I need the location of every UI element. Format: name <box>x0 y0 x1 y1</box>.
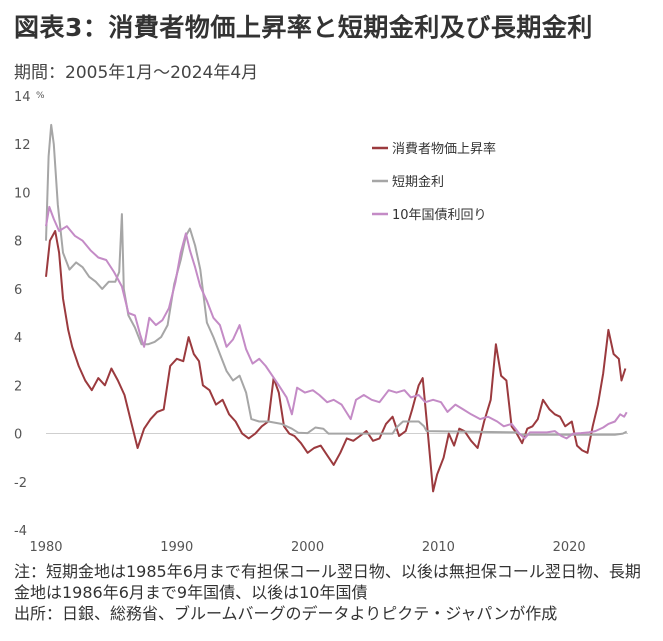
series-line <box>45 230 627 493</box>
x-tick-label: 2020 <box>553 540 586 555</box>
source-text: 出所：日銀、総務省、ブルームバーグのデータよりピクテ・ジャパンが作成 <box>14 604 558 623</box>
period-subtitle: 期間：2005年1月～2024年4月 <box>14 63 259 83</box>
y-tick-label: 0 <box>14 428 22 443</box>
legend-label: 消費者物価上昇率 <box>392 141 496 157</box>
series-lines <box>45 123 628 493</box>
y-axis-ticks: -4 -2 0 2 4 6 8 10 12 14% <box>14 90 45 539</box>
y-tick-label: 8 <box>14 235 22 250</box>
line-chart: -4 -2 0 2 4 6 8 10 12 14% 1980 1990 2000 2010 2020 消費… <box>14 90 628 555</box>
y-tick-label: 10 <box>14 186 31 201</box>
legend-label: 短期金利 <box>392 174 444 190</box>
y-tick-label: 6 <box>14 283 22 298</box>
series-line <box>45 123 628 436</box>
y-tick-label: -4 <box>14 524 27 539</box>
legend-label: 10年国債利回り <box>392 208 487 223</box>
note-text: 注：短期金地は1985年6月まで有担保コール翌日物、以後は無担保コール翌日物、長… <box>14 562 641 602</box>
x-axis-ticks: 1980 1990 2000 2010 2020 <box>29 540 585 555</box>
x-tick-label: 2000 <box>291 540 324 555</box>
x-tick-label: 2010 <box>422 540 455 555</box>
x-tick-label: 1980 <box>29 540 62 555</box>
y-unit-label: % <box>36 91 45 101</box>
y-tick-label: 14 <box>14 90 31 105</box>
chart-title: 図表3：消費者物価上昇率と短期金利及び長期金利 <box>14 13 593 42</box>
series-line <box>45 205 628 440</box>
y-tick-label: -2 <box>14 476 27 491</box>
y-tick-label: 4 <box>14 331 22 346</box>
y-tick-label: 2 <box>14 379 22 394</box>
y-tick-label: 12 <box>14 138 31 153</box>
x-tick-label: 1990 <box>160 540 193 555</box>
notes: 注：短期金地は1985年6月まで有担保コール翌日物、以後は無担保コール翌日物、長… <box>14 561 654 624</box>
